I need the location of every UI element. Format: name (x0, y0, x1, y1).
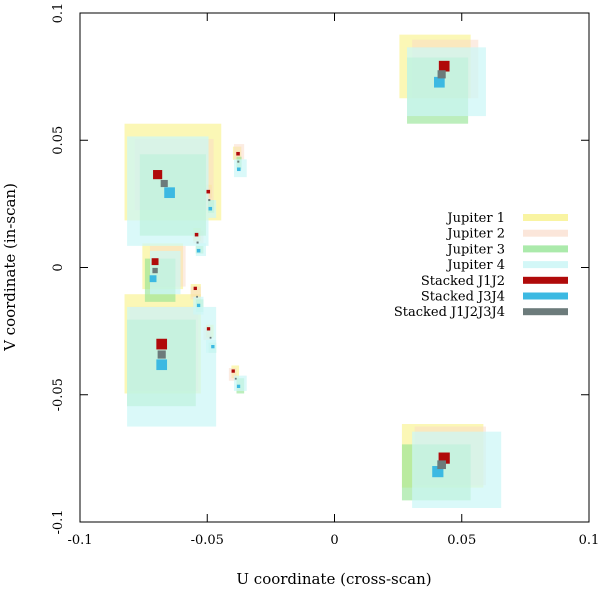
legend-swatch-1 (523, 229, 568, 237)
plot-area (124, 34, 502, 509)
x-axis-label: U coordinate (cross-scan) (236, 570, 431, 588)
series-3-box-4 (412, 431, 502, 509)
y-tick-label-3: 0.05 (51, 126, 66, 155)
series-6-point-5 (237, 160, 240, 163)
series-4-point-0 (153, 170, 163, 180)
series-4-point-3 (438, 60, 450, 72)
y-axis-label: V coordinate (in-scan) (1, 183, 19, 352)
series-6-point-6 (208, 199, 211, 202)
legend-swatch-3 (523, 261, 568, 269)
series-6-point-4 (437, 460, 446, 470)
series-4-point-6 (206, 189, 211, 194)
legend-label-4: Stacked J1J2 (421, 274, 505, 289)
series-3-box-7 (195, 243, 206, 257)
x-tick-label-0: -0.1 (67, 533, 92, 548)
series-1-box-10 (228, 368, 237, 381)
series-5-point-8 (196, 303, 201, 308)
series-5-point-9 (211, 344, 215, 349)
series-4-point-9 (206, 327, 211, 331)
legend-label-3: Jupiter 4 (445, 258, 505, 273)
legend-swatch-0 (523, 214, 568, 221)
series-4-point-4 (438, 452, 450, 464)
y-tick-label-2: 0 (51, 263, 66, 271)
series-5-point-3 (434, 76, 445, 88)
series-4-point-10 (231, 369, 235, 373)
x-tick-label-3: 0.05 (447, 533, 476, 548)
series-4-point-8 (193, 286, 197, 291)
series-4-point-1 (151, 258, 159, 266)
series-4-point-2 (156, 338, 168, 350)
series-6-point-0 (160, 179, 168, 188)
y-tick-label-0: -0.1 (51, 509, 66, 534)
series-6-point-7 (196, 241, 199, 244)
series-4-point-5 (236, 151, 240, 156)
series-3-box-6 (208, 200, 217, 218)
series-6-point-1 (152, 267, 158, 274)
series-5-point-10 (236, 384, 241, 389)
series-6-point-10 (234, 377, 237, 380)
legend-label-2: Jupiter 3 (445, 242, 505, 257)
series-6-point-3 (437, 70, 446, 79)
series-1-box-8 (190, 286, 201, 300)
series-3-box-2 (127, 306, 217, 427)
series-5-point-0 (164, 187, 175, 199)
axis-ticks: -0.1 -0.05 0 0.05 0.1 -0.1 -0.05 0 0.05 0.1 (51, 3, 599, 548)
series-5-point-5 (237, 167, 241, 172)
series-1-box-5 (233, 144, 245, 160)
series-5-point-2 (156, 359, 168, 371)
legend-label-6: Stacked J1J2J3J4 (394, 305, 505, 320)
series-5-point-6 (208, 206, 213, 211)
legend-swatch-2 (523, 245, 568, 253)
legend-swatch-6 (523, 308, 568, 316)
legend-label-1: Jupiter 2 (445, 227, 505, 242)
legend-swatch-4 (523, 276, 568, 284)
series-3-box-9 (205, 340, 217, 353)
y-tick-label-4: 0.1 (51, 3, 66, 24)
series-5-point-7 (196, 248, 201, 253)
x-tick-label-2: 0 (330, 533, 338, 548)
series-5-point-4 (432, 466, 444, 478)
series-6-point-2 (157, 350, 166, 359)
legend-label-0: Jupiter 1 (445, 211, 505, 226)
x-tick-label-4: 0.1 (579, 533, 600, 548)
legend-swatch-5 (523, 292, 568, 300)
legend-label-5: Stacked J3J4 (421, 290, 505, 305)
series-5-point-1 (149, 275, 157, 283)
series-6-point-8 (196, 295, 198, 298)
x-tick-label-1: -0.05 (191, 533, 224, 548)
series-3-box-3 (407, 47, 486, 117)
y-tick-label-1: -0.05 (51, 378, 66, 411)
series-4-point-7 (194, 232, 199, 237)
series-6-point-9 (209, 336, 212, 339)
